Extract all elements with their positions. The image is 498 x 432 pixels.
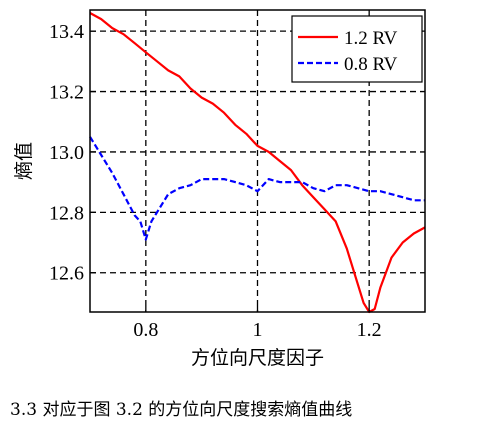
legend: 1.2 RV 0.8 RV	[291, 15, 423, 83]
series-line-1-2-rv	[89, 12, 426, 314]
y-tick-label: 12.6	[49, 263, 84, 285]
axis-ticks: 12.6 12.8 13.0 13.2 13.4 0.8 1 1.2	[49, 21, 382, 341]
y-tick-label: 13.4	[49, 21, 84, 43]
legend-label-1-2-rv: 1.2 RV	[344, 28, 398, 49]
legend-label-0-8-rv: 0.8 RV	[344, 54, 398, 75]
series-line-0-8-rv	[89, 136, 425, 241]
y-tick-label: 13.0	[49, 142, 84, 164]
x-tick-label: 0.8	[133, 319, 158, 341]
y-tick-label: 13.2	[49, 82, 84, 104]
legend-box	[291, 15, 423, 83]
grid-lines	[90, 10, 425, 312]
y-axis-label: 熵值	[13, 142, 35, 180]
figure-caption: 3.3 对应于图 3.2 的方位向尺度搜索熵值曲线	[10, 400, 353, 420]
y-tick-label: 12.8	[49, 202, 84, 224]
series-lines	[89, 12, 426, 314]
x-axis-label: 方位向尺度因子	[191, 347, 324, 369]
x-tick-label: 1	[253, 319, 263, 341]
x-tick-label: 1.2	[357, 319, 382, 341]
entropy-line-chart: 12.6 12.8 13.0 13.2 13.4 0.8 1 1.2 方位向尺度因子 熵值 1…	[13, 9, 426, 369]
